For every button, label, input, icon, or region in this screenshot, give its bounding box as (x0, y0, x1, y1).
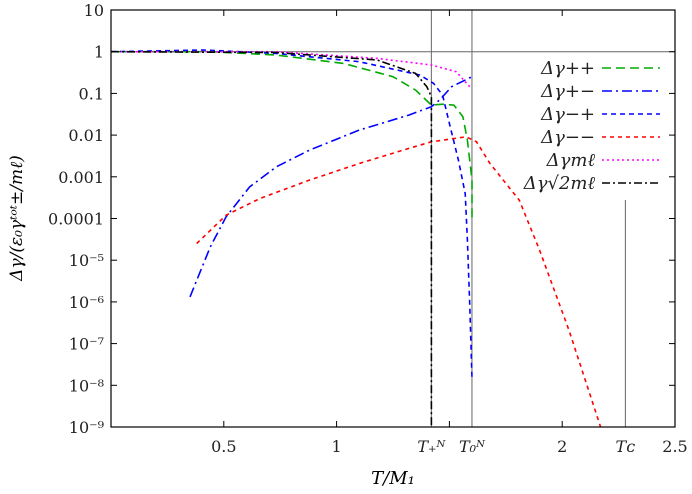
legend-label: Δγ√2mℓ (523, 173, 596, 194)
series-line-2 (110, 49, 473, 379)
series-line-4 (111, 50, 471, 88)
y-tick-label: 10⁻⁸ (69, 376, 104, 395)
x-tick-label: 0.5 (211, 437, 236, 456)
y-tick-label: 0.001 (58, 168, 104, 187)
legend-label: Δγ−+ (540, 104, 595, 125)
x-tick-label: 2.5 (662, 437, 687, 456)
legend-label: Δγmℓ (546, 150, 596, 171)
x-tick-label: 2 (557, 437, 567, 456)
y-tick-label: 10⁻⁶ (69, 293, 104, 312)
series-line-0 (111, 50, 473, 219)
x-tick-label: T₊ᴺ (417, 437, 446, 456)
x-tick-label: 1 (332, 437, 342, 456)
x-axis-label: T/M₁ (371, 468, 415, 489)
legend-label: Δγ++ (540, 58, 595, 79)
y-tick-label: 0.01 (68, 126, 104, 145)
y-axis-label: Δγ/(ε₀γᵗᵒᵗ±/mℓ) (7, 155, 27, 282)
y-tick-label: 10 (84, 1, 104, 20)
y-tick-label: 10⁻⁵ (69, 251, 104, 270)
x-tick-label: Tᴄ (616, 437, 636, 456)
y-tick-label: 0.0001 (48, 210, 104, 229)
y-tick-label: 10⁻⁷ (69, 335, 104, 354)
series-group (110, 49, 602, 428)
series-line-5 (110, 50, 433, 427)
y-tick-label: 0.1 (79, 84, 104, 103)
series-line-1 (189, 75, 473, 298)
legend-label: Δγ−− (540, 127, 595, 148)
ticks: 0.5 1 T₊ᴺ T₀ᴺ 2 Tᴄ 2.5 10 1 0.1 0.01 0.001 0.0001 10⁻… (48, 1, 688, 456)
y-tick-label: 10⁻⁹ (69, 418, 105, 437)
legend-label: Δγ+− (540, 81, 595, 102)
y-tick-label: 1 (94, 43, 104, 62)
x-tick-label: T₀ᴺ (459, 437, 486, 456)
